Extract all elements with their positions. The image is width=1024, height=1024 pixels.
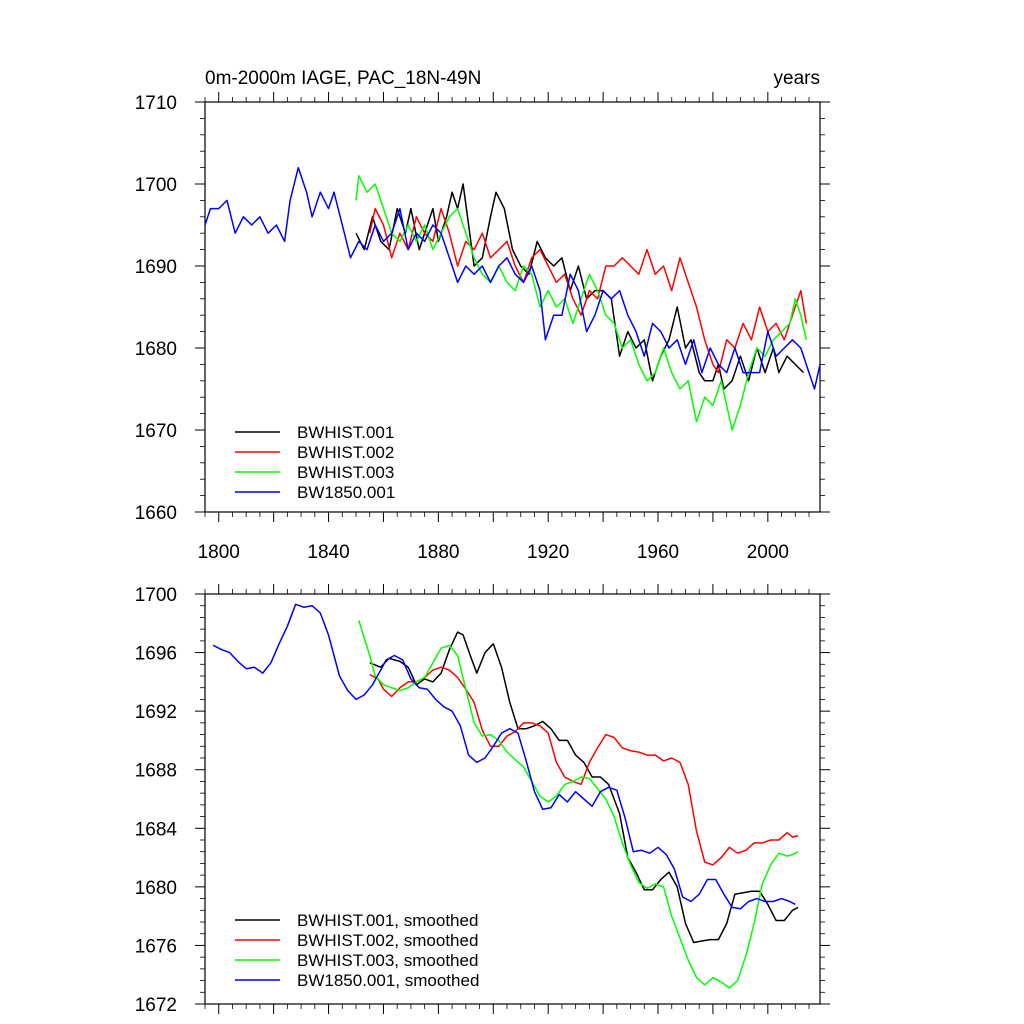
x-tick-label: 1800 xyxy=(198,542,240,563)
y-tick-label: 1670 xyxy=(135,421,177,442)
y-tick-label: 1688 xyxy=(135,761,177,782)
y-tick-label: 1680 xyxy=(135,339,177,360)
y-tick-label: 1690 xyxy=(135,257,177,278)
top-legend-label: BW1850.001 xyxy=(297,483,395,502)
bottom-plot-frame xyxy=(204,593,821,1005)
y-tick-label: 1710 xyxy=(135,93,177,114)
y-tick-label: 1680 xyxy=(135,878,177,899)
bottom-series-line-4 xyxy=(212,603,796,910)
y-tick-label: 1672 xyxy=(135,995,177,1016)
x-tick-label: 1960 xyxy=(637,542,679,563)
bottom-series-line-2 xyxy=(369,666,799,866)
y-tick-label: 1700 xyxy=(135,175,177,196)
y-tick-label: 1676 xyxy=(135,936,177,957)
y-tick-label: 1684 xyxy=(135,819,178,840)
bottom-series-group xyxy=(212,603,799,989)
y-tick-label: 1692 xyxy=(135,702,177,723)
bottom-panel: 1672 1676 1680 1684 1688 1692 1696 1700 BWHIST.… xyxy=(135,584,830,1016)
top-panel: 0m-2000m IAGE, PAC_18N-49N years 1800 184… xyxy=(135,68,830,563)
top-plot-frame xyxy=(204,101,821,513)
x-tick-label: 1840 xyxy=(307,542,349,563)
bottom-series-line-1 xyxy=(369,631,799,944)
bottom-axis-ticks: 1672 1676 1680 1684 1688 1692 1696 1700 xyxy=(135,584,830,1016)
bottom-series-line-3 xyxy=(358,620,799,989)
x-tick-label: 1880 xyxy=(417,542,459,563)
y-tick-label: 1660 xyxy=(135,503,177,524)
y-tick-label: 1700 xyxy=(135,585,177,606)
top-series-line-4 xyxy=(204,166,821,390)
x-tick-label: 2000 xyxy=(747,542,789,563)
top-axis-ticks: 1800 1840 1880 1920 1960 2000 1660 1670 1680 1690… xyxy=(135,92,830,563)
top-legend-label: BWHIST.003 xyxy=(297,463,394,482)
top-panel-units-label: years xyxy=(774,68,820,89)
bottom-legend-label: BWHIST.001, smoothed xyxy=(297,911,478,930)
top-series-group xyxy=(204,166,821,431)
top-series-line-1 xyxy=(355,183,805,390)
top-legend-label: BWHIST.001 xyxy=(297,423,394,442)
x-tick-label: 1920 xyxy=(527,542,569,563)
bottom-legend-label: BWHIST.002, smoothed xyxy=(297,931,478,950)
bottom-legend-label: BW1850.001, smoothed xyxy=(297,971,479,990)
y-tick-label: 1696 xyxy=(135,644,177,665)
top-series-line-3 xyxy=(355,175,808,431)
top-legend-label: BWHIST.002 xyxy=(297,443,394,462)
top-panel-title: 0m-2000m IAGE, PAC_18N-49N xyxy=(205,68,481,89)
bottom-legend-label: BWHIST.003, smoothed xyxy=(297,951,478,970)
